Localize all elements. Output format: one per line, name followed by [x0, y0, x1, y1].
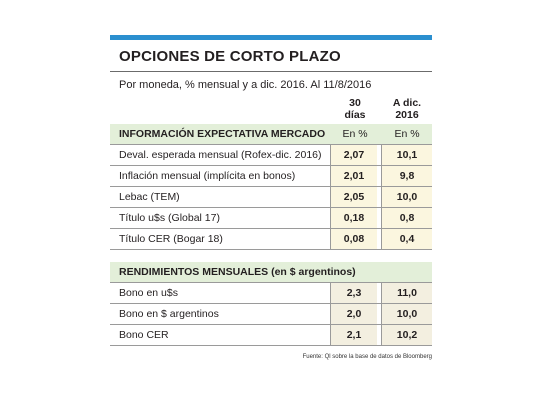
value-30-dias: 2,01 — [330, 166, 377, 186]
column-header-30-dias: 30 días — [332, 97, 378, 121]
section-rows: Bono en u$s 2,3 11,0 Bono en $ argentinos 2,… — [110, 282, 432, 346]
value-30-dias: 0,08 — [330, 229, 377, 249]
table-row: Deval. esperada mensual (Rofex-dic. 2016… — [110, 144, 432, 166]
section-header-label: RENDIMIENTOS MENSUALES (en $ argentinos) — [119, 266, 356, 278]
table-row: Título u$s (Global 17) 0,18 0,8 — [110, 208, 432, 229]
column-headers: 30 días A dic. 2016 — [110, 97, 432, 124]
table-row: Lebac (TEM) 2,05 10,0 — [110, 187, 432, 208]
column-header-30-dias-line1: 30 — [349, 97, 361, 109]
row-label: Título CER (Bogar 18) — [119, 233, 223, 245]
table-row: Título CER (Bogar 18) 0,08 0,4 — [110, 229, 432, 250]
row-label: Deval. esperada mensual (Rofex-dic. 2016… — [119, 149, 322, 161]
value-a-dic-2016: 10,1 — [381, 145, 432, 165]
value-30-dias: 2,07 — [330, 145, 377, 165]
table-row: Inflación mensual (implícita en bonos) 2,… — [110, 166, 432, 187]
column-header-a-dic-line1: A dic. — [392, 97, 422, 109]
source-note: Fuente: Ql sobre la base de datos de Blo… — [302, 354, 432, 360]
value-30-dias: 2,3 — [330, 283, 377, 303]
subtitle: Por moneda, % mensual y a dic. 2016. Al … — [119, 79, 372, 91]
table-row: Bono CER 2,1 10,2 — [110, 325, 432, 346]
row-label: Bono en u$s — [119, 287, 178, 299]
row-label: Título u$s (Global 17) — [119, 212, 220, 224]
column-header-30-dias-line2: días — [344, 109, 366, 121]
section-header-label: INFORMACIÓN EXPECTATIVA MERCADO — [119, 128, 326, 140]
row-label: Bono en $ argentinos — [119, 308, 219, 320]
value-a-dic-2016: 10,0 — [381, 187, 432, 207]
section-expectativa-mercado: INFORMACIÓN EXPECTATIVA MERCADO En % En … — [110, 124, 432, 250]
column-header-a-dic: A dic. 2016 — [382, 97, 432, 121]
page-title: OPCIONES DE CORTO PLAZO — [110, 40, 432, 72]
value-30-dias: 2,05 — [330, 187, 377, 207]
infographic-table: OPCIONES DE CORTO PLAZO Por moneda, % me… — [110, 35, 432, 360]
section-header: INFORMACIÓN EXPECTATIVA MERCADO En % En … — [110, 124, 432, 144]
value-a-dic-2016: 0,4 — [381, 229, 432, 249]
row-label: Bono CER — [119, 329, 169, 341]
table-row: Bono en u$s 2,3 11,0 — [110, 282, 432, 304]
value-a-dic-2016: 0,8 — [381, 208, 432, 228]
value-a-dic-2016: 10,2 — [381, 325, 432, 345]
unit-label-a-dic: En % — [394, 128, 420, 140]
accent-bar — [110, 35, 432, 40]
row-label: Inflación mensual (implícita en bonos) — [119, 170, 296, 182]
column-header-a-dic-line2: 2016 — [395, 109, 419, 121]
section-rows: Deval. esperada mensual (Rofex-dic. 2016… — [110, 144, 432, 250]
value-a-dic-2016: 11,0 — [381, 283, 432, 303]
value-30-dias: 0,18 — [330, 208, 377, 228]
value-30-dias: 2,0 — [330, 304, 377, 324]
row-label: Lebac (TEM) — [119, 191, 180, 203]
value-30-dias: 2,1 — [330, 325, 377, 345]
table-row: Bono en $ argentinos 2,0 10,0 — [110, 304, 432, 325]
value-a-dic-2016: 10,0 — [381, 304, 432, 324]
value-a-dic-2016: 9,8 — [381, 166, 432, 186]
section-rendimientos-mensuales: RENDIMIENTOS MENSUALES (en $ argentinos)… — [110, 262, 432, 346]
section-header: RENDIMIENTOS MENSUALES (en $ argentinos) — [110, 262, 432, 282]
unit-label-30-dias: En % — [342, 128, 368, 140]
